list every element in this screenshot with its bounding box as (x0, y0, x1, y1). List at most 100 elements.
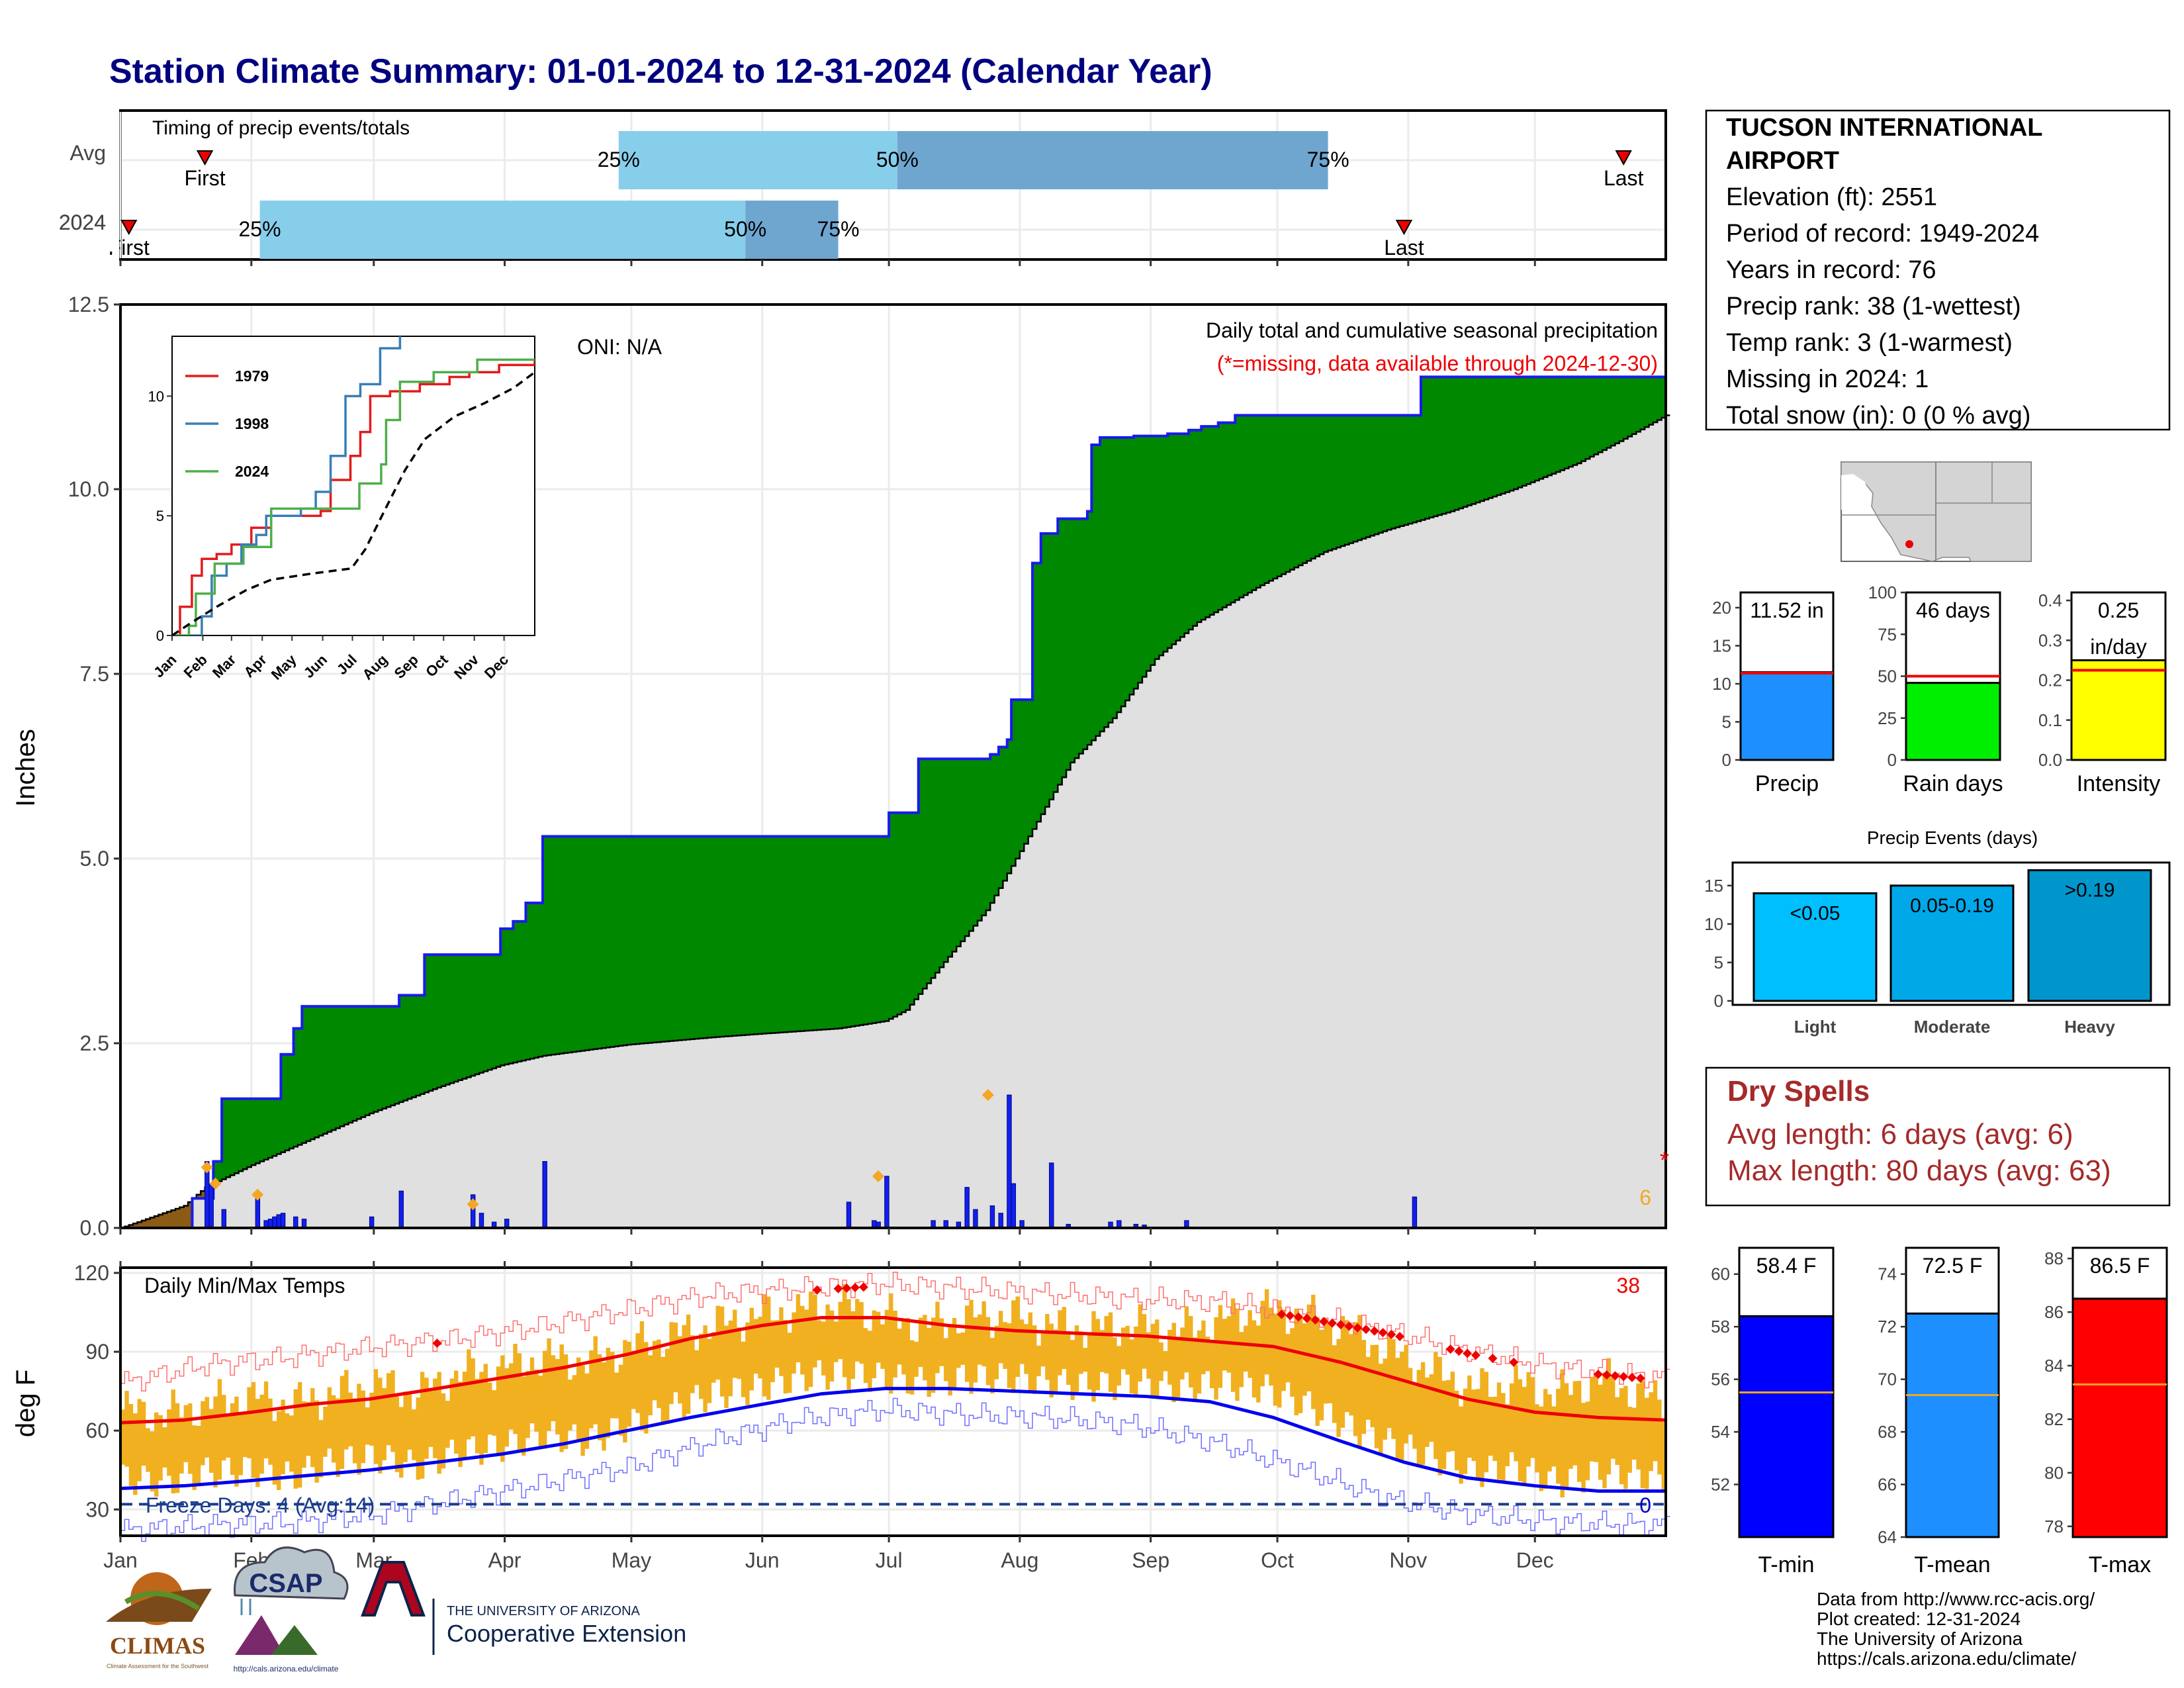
mini-chart-title: T-min (1758, 1552, 1815, 1577)
climas-wordmark: CLIMAS (110, 1632, 205, 1659)
record-high-marker (432, 1338, 442, 1348)
mini-chart-ytick-label: 20 (1712, 598, 1731, 618)
inset-ytick-label: 10 (148, 388, 164, 404)
record-high-marker (1463, 1348, 1473, 1358)
mini-chart-ytick-label: 75 (1878, 624, 1897, 644)
timing-last-marker (1615, 150, 1632, 166)
daily-precip-bar (221, 1209, 227, 1229)
month-label: May (612, 1548, 651, 1572)
mini-chart-bar (1738, 1315, 1835, 1538)
inset-lines (172, 336, 535, 635)
mini-chart-ytick-label: 60 (1711, 1264, 1730, 1284)
station-location-dot (1905, 540, 1913, 548)
mini-chart-ytick-label: 52 (1711, 1475, 1730, 1495)
mini-chart-ytick-label: 56 (1711, 1370, 1730, 1389)
daily-precip-bar (267, 1219, 273, 1229)
temp-label: Daily Min/Max Temps (144, 1274, 345, 1297)
daily-precip-bar (1007, 1094, 1012, 1229)
dry-spells-box: Dry Spells Avg length: 6 days (avg: 6) M… (1705, 1066, 2171, 1207)
record-high-marker (1369, 1326, 1379, 1336)
csap-logo: CSAP http://cals.arizona.edu/climate (234, 1546, 349, 1673)
mini-chart-ytick-label: 0.2 (2038, 671, 2062, 690)
month-label: Dec (1516, 1548, 1554, 1572)
mini-chart-ytick-label: 82 (2044, 1409, 2064, 1429)
daily-precip-bar (208, 1183, 214, 1229)
record-high-marker (1361, 1325, 1371, 1335)
average-cumulative-fill (120, 415, 1670, 1228)
daily-precip-bar (280, 1213, 286, 1229)
inset-legend-label: 1998 (235, 415, 269, 432)
timing-row-2024-label-overlay: 2024 (59, 211, 106, 234)
timing-p25-label: 25% (598, 148, 640, 171)
record-high-marker (1353, 1323, 1363, 1333)
month-label: Oct (1261, 1548, 1294, 1572)
station-info-line: Precip rank: 38 (1-wettest) (1726, 293, 2021, 320)
events-bar-label: >0.19 (2065, 880, 2115, 902)
record-high-marker (1387, 1329, 1396, 1339)
dry-spells-max: Max length: 80 days (avg: 63) (1727, 1154, 2111, 1187)
mini-chart-bar (1739, 671, 1835, 761)
record-max-line (120, 1272, 1670, 1391)
record-high-marker (1378, 1328, 1388, 1338)
record-high-marker (833, 1284, 843, 1293)
mini-chart-ytick-label: 15 (1712, 636, 1731, 656)
ua-line1: THE UNIVERSITY OF ARIZONA (447, 1604, 641, 1618)
record-high-marker (1336, 1320, 1345, 1330)
precip-ytick-label: 7.5 (80, 662, 109, 686)
timing-first-marker (196, 150, 214, 166)
inset-series-1979 (172, 360, 535, 635)
mini-chart-t-min: 58.4 F 52 54 56 58 60 T-min (1711, 1246, 1835, 1577)
footer-line: https://cals.arizona.edu/climate/ (1817, 1648, 2076, 1669)
month-label: Jun (745, 1548, 780, 1572)
daily-precip-bar (973, 1209, 978, 1229)
mini-chart-value-label: in/day (2090, 635, 2146, 659)
climas-logo: CLIMAS Climate Assessment for the Southw… (106, 1572, 212, 1669)
station-frame (1705, 109, 2171, 431)
precip-frame (119, 303, 1667, 1229)
station-info-line: Temp rank: 3 (1-warmest) (1726, 329, 2013, 357)
mini-chart-precip: 11.52 in 0 5 10 15 20 Precip (1712, 591, 1835, 796)
month-label: Jul (876, 1548, 903, 1572)
record-high-marker (1310, 1315, 1320, 1325)
inset-series-1998 (172, 336, 402, 635)
heavy-event-marker (209, 1178, 222, 1190)
climas-swoosh-icon (124, 1591, 201, 1611)
mini-chart-ytick-label: 10 (1712, 674, 1731, 694)
daily-precip-bar (542, 1161, 547, 1229)
daily-precip-bar (293, 1216, 298, 1229)
mini-chart-bar (1905, 682, 2001, 761)
record-high-marker (1454, 1346, 1464, 1356)
mini-chart-ytick-label: 66 (1878, 1475, 1897, 1495)
mini-chart-ytick-label: 84 (2044, 1356, 2064, 1376)
month-label: Nov (1389, 1548, 1427, 1572)
record-high-marker (1293, 1312, 1303, 1322)
dry-spells-avg: Avg length: 6 days (avg: 6) (1727, 1118, 2073, 1150)
events-ytick-label: 15 (1704, 876, 1723, 896)
mini-chart-ytick-label: 88 (2044, 1248, 2064, 1268)
timing-p75-label: 75% (1307, 148, 1349, 171)
station-name-1: TUCSON INTERNATIONAL (1726, 114, 2043, 142)
record-high-marker (1471, 1350, 1480, 1360)
timing-p50-label: 50% (724, 217, 766, 241)
ua-a-icon (361, 1561, 426, 1617)
record-high-count: 38 (1616, 1274, 1640, 1297)
timing-first-marker (120, 220, 138, 236)
mini-chart-value-label: 72.5 F (1923, 1254, 1983, 1278)
month-label: Jan (103, 1548, 138, 1572)
temp-ytick-label: 120 (74, 1261, 109, 1285)
events-category-label: Light (1794, 1017, 1837, 1037)
record-high-marker (1619, 1372, 1629, 1382)
record-high-marker (858, 1282, 868, 1292)
mini-chart-ytick-label: 100 (1868, 583, 1897, 602)
daily-precip-bar (1412, 1196, 1418, 1229)
cumulative-2024-line (120, 375, 1666, 1229)
inset-legend-label: 2024 (235, 463, 269, 480)
record-high-marker (1509, 1357, 1519, 1367)
record-high-marker (1445, 1344, 1455, 1354)
record-high-marker (1593, 1369, 1603, 1379)
daily-precip-bar (276, 1214, 281, 1229)
record-high-marker (1327, 1318, 1337, 1328)
average-cumulative-line (120, 414, 1670, 1229)
